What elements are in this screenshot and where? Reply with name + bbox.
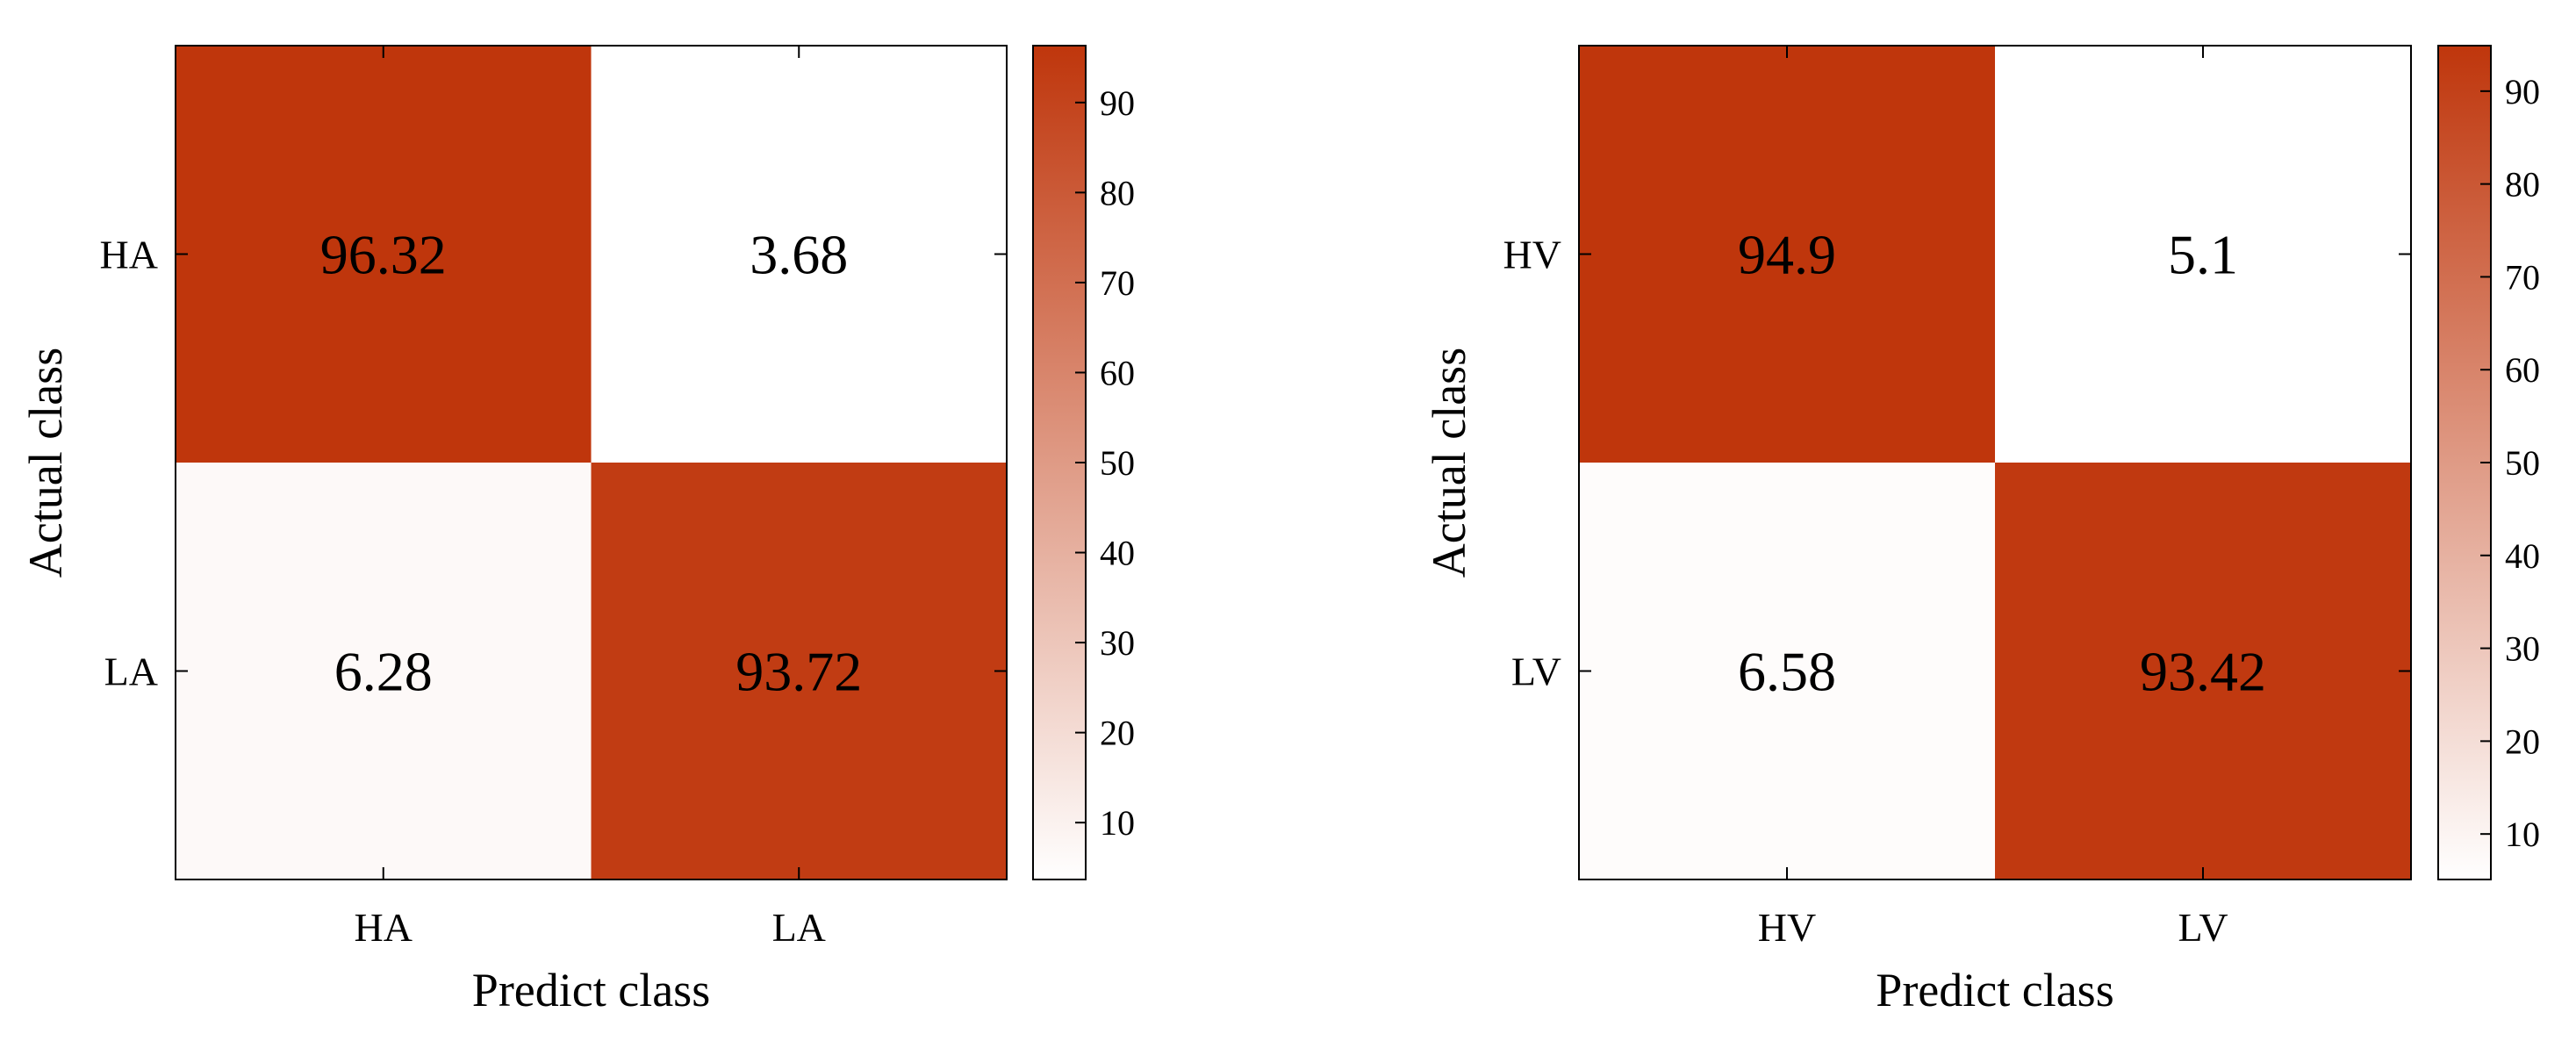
colorbar-tick-label: 60 [1100,353,1135,392]
x-axis-title: Predict class [472,964,710,1016]
heatmap-cell [176,463,592,879]
x-tick-label: HV [1758,905,1816,950]
heatmap-cell [591,463,1007,879]
colorbar-tick-label: 80 [2505,165,2540,205]
heatmap-cell [1995,46,2411,463]
colorbar-tick-label: 30 [2505,629,2540,669]
x-tick-label: HA [355,905,413,950]
heatmap-cell [1579,46,1995,463]
confusion-matrix-panel-1: 96.32 3.68 6.28 93.72 HA LA HA LA Predict class A… [19,45,1135,1016]
axes-frame [175,45,1008,880]
x-axis-title: Predict class [1876,964,2113,1016]
cell-value-label: 93.72 [735,641,862,703]
cell-value-label: 6.58 [1738,641,1836,703]
colorbar-tick-label: 20 [1100,714,1135,753]
cell-value-label: 93.42 [2140,641,2266,703]
colorbar-tick-label: 90 [2505,72,2540,111]
colorbar-tick-label: 40 [2505,536,2540,576]
colorbar-tick-label: 40 [1100,534,1135,573]
heatmap-cell [591,46,1007,463]
colorbar-tick-label: 30 [1100,623,1135,663]
heatmap-cell [176,46,592,463]
colorbar-tick-label: 10 [2505,815,2540,854]
colorbar-tick-label: 50 [2505,443,2540,483]
colorbar-tick-label: 60 [2505,350,2540,390]
colorbar-tick-label: 10 [1100,803,1135,843]
heatmap-cell [1579,463,1995,879]
cell-value-label: 6.28 [334,641,433,703]
colorbar-tick-label: 70 [1100,263,1135,303]
x-tick-label: LA [772,905,826,950]
colorbar-tick-label: 70 [2505,257,2540,297]
y-tick-label: HA [100,233,158,277]
y-tick-label: HV [1503,233,1561,277]
x-tick-label: LV [2178,905,2228,950]
cell-value-label: 3.68 [750,224,848,286]
colorbar-tick-label: 50 [1100,443,1135,483]
y-axis-title: Actual class [19,348,72,578]
y-tick-label: LV [1511,650,1561,694]
heatmap-cell [1995,463,2411,879]
cell-value-label: 94.9 [1738,224,1836,286]
confusion-matrix-panel-2: 94.9 5.1 6.58 93.42 HV LV HV LV Predict class Act… [1423,45,2540,1016]
y-axis-title: Actual class [1423,348,1475,578]
axes-frame [1578,45,2412,880]
colorbar-tick-label: 80 [1100,173,1135,212]
y-tick-label: LA [104,650,158,694]
cell-value-label: 5.1 [2168,224,2238,286]
colorbar-tick-label: 90 [1100,83,1135,123]
colorbar-tick-label: 20 [2505,722,2540,761]
cell-value-label: 96.32 [320,224,447,286]
